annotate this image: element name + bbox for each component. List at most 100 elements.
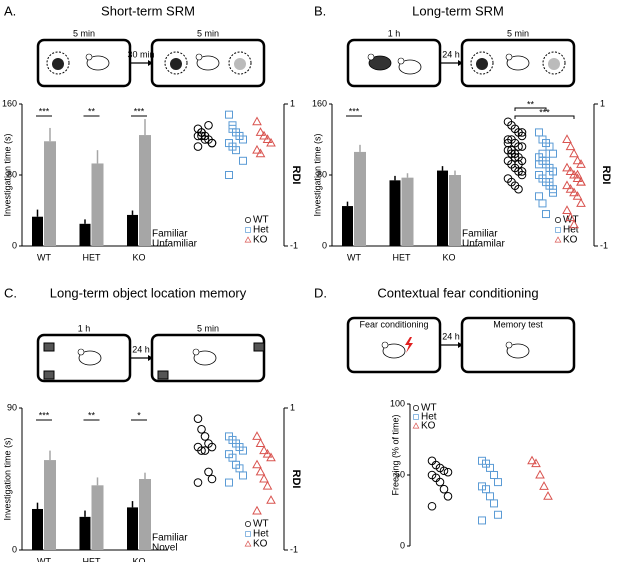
point [562,134,572,143]
point [527,455,537,465]
cage-animal [476,58,488,70]
legend-label: Het [421,412,437,423]
schematic-interval: 24 h [132,344,150,354]
point [439,484,449,494]
point [193,414,203,423]
y-tick-label: 100 [390,398,405,408]
cage-animal [52,58,64,70]
x-tick-label: KO [132,252,145,262]
y-tick-label: 160 [2,98,17,108]
point [490,471,498,479]
point [244,540,252,547]
panel-label: D. [314,285,327,300]
arrow-head [148,355,153,361]
cage-icon [470,51,494,75]
point [554,216,562,224]
significance-label: *** [39,410,50,420]
point [443,467,453,477]
schematic-after: 5 min [197,28,219,38]
point [232,146,240,155]
point [255,466,266,476]
shock-icon [405,337,413,353]
mouse-ear [367,53,375,61]
mouse-icon [506,55,530,71]
point [252,116,262,126]
point [572,169,583,179]
x-tick-label: KO [442,252,455,262]
legend-label: KO [253,539,268,550]
point [554,236,562,243]
point [443,492,453,501]
bar [437,170,448,246]
point [517,170,527,180]
y-tick-label: 0 [322,240,327,250]
x-tick-label: HET [83,556,102,562]
bar [79,516,91,550]
bar [139,479,151,550]
point [207,442,217,452]
y-axis-label: Freezing (% of time) [390,414,400,495]
y2-axis-label: RDI [600,166,612,185]
y-tick-label: 80 [317,169,327,179]
point [197,131,206,141]
panel-title: Contextual fear conditioning [377,285,538,300]
x-tick-label: HET [83,252,102,262]
schematic-box [36,38,132,88]
point [569,148,579,158]
point [569,187,579,197]
point [225,110,233,119]
legend-label: WT [253,215,269,226]
point [204,121,213,130]
cage-icon [46,51,70,75]
point [413,414,419,420]
point [252,459,262,469]
legend-label: KO [421,421,436,432]
point [542,156,550,165]
point [252,144,262,154]
point [486,492,494,501]
legend-label: Het [253,529,269,540]
point [228,124,237,133]
schematic-before: 1 h [78,323,91,333]
point [262,134,273,143]
y2-tick-label: 1 [290,402,295,412]
significance-bracket [514,107,547,111]
mouse-icon [506,343,530,359]
point [494,510,502,519]
mouse-ear [85,53,93,61]
mouse-ear [195,53,203,61]
point [255,148,266,158]
point [239,156,247,165]
point [197,446,206,455]
point [510,152,520,162]
significance-label: ** [88,410,96,420]
point [255,438,266,447]
legend-label: KO [253,235,268,246]
point [576,159,586,168]
point [542,210,550,219]
panel-title: Long-term object location memory [50,285,247,300]
significance-bracket [514,115,575,119]
mouse-ear [505,341,513,349]
mouse-ear [381,341,389,349]
point [200,446,210,455]
bar [449,175,461,246]
point [245,531,251,537]
cage-animal [548,58,560,70]
significance-label: ** [527,99,535,109]
panel-title: Long-term SRM [412,3,504,18]
significance-label: *** [134,106,145,116]
mouse-icon [382,343,406,359]
y2-tick-label: -1 [290,544,298,554]
mouse-icon [86,55,110,71]
mouse-icon [193,350,217,366]
schematic-before: 5 min [73,28,95,38]
point [562,162,572,172]
y-tick-label: 0 [12,544,17,554]
cage-animal [170,58,182,70]
cage-animal [234,58,246,70]
legend-label: Familiar [152,229,188,240]
x-tick-label: KO [132,556,145,562]
panel-label: C. [4,285,17,300]
significance-label: * [137,410,141,420]
